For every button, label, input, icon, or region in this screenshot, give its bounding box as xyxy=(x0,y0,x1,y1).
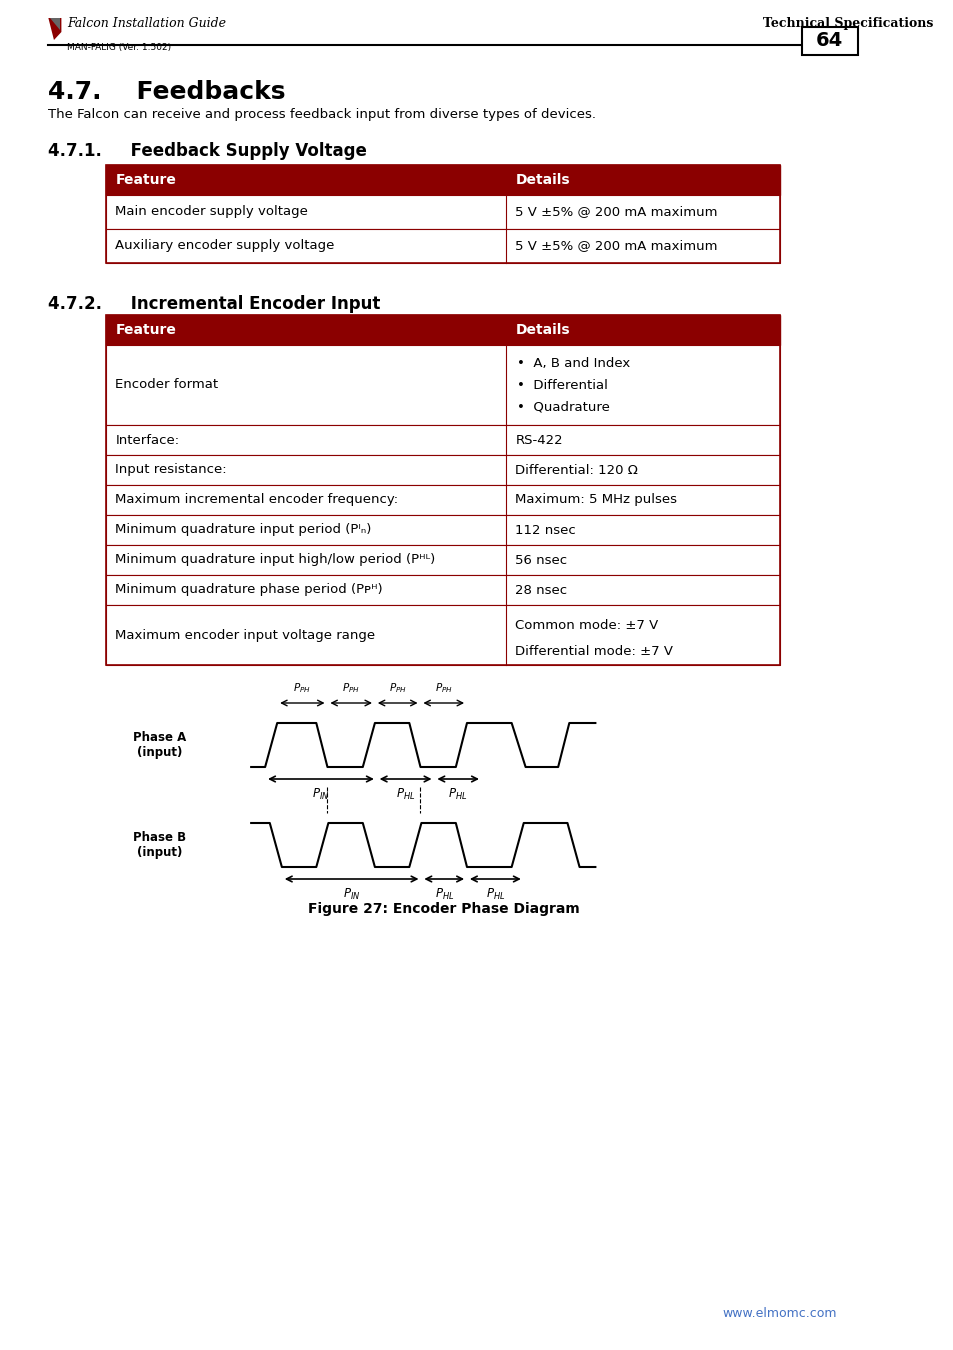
Text: 4.7.2.     Incremental Encoder Input: 4.7.2. Incremental Encoder Input xyxy=(49,296,380,313)
Text: Maximum: 5 MHz pulses: Maximum: 5 MHz pulses xyxy=(515,494,677,506)
Text: $P_{PH}$: $P_{PH}$ xyxy=(342,682,359,695)
Bar xyxy=(106,315,779,666)
Text: RS-422: RS-422 xyxy=(515,433,562,447)
Text: $P_{HL}$: $P_{HL}$ xyxy=(395,787,415,802)
Text: 4.7.    Feedbacks: 4.7. Feedbacks xyxy=(49,80,286,104)
Text: $P_{PH}$: $P_{PH}$ xyxy=(435,682,453,695)
Text: Feature: Feature xyxy=(115,173,176,188)
Bar xyxy=(106,425,779,455)
Text: 5 V ±5% @ 200 mA maximum: 5 V ±5% @ 200 mA maximum xyxy=(515,205,717,219)
Text: Phase A
(input): Phase A (input) xyxy=(132,730,186,759)
Text: Common mode: ±7 V: Common mode: ±7 V xyxy=(515,620,658,632)
Bar xyxy=(106,575,779,605)
Polygon shape xyxy=(49,18,61,40)
Text: $P_{HL}$: $P_{HL}$ xyxy=(485,887,504,902)
Text: Differential mode: ±7 V: Differential mode: ±7 V xyxy=(515,645,673,657)
Text: Figure 27: Encoder Phase Diagram: Figure 27: Encoder Phase Diagram xyxy=(308,902,579,917)
Text: MAN-FALIG (Ver. 1.502): MAN-FALIG (Ver. 1.502) xyxy=(67,43,171,53)
Text: Minimum quadrature input high/low period (Pᴴᴸ): Minimum quadrature input high/low period… xyxy=(115,554,436,567)
Bar xyxy=(106,230,779,263)
Bar xyxy=(106,605,779,666)
Text: 112 nsec: 112 nsec xyxy=(515,524,576,536)
Text: Maximum encoder input voltage range: Maximum encoder input voltage range xyxy=(115,629,375,641)
Text: 56 nsec: 56 nsec xyxy=(515,554,567,567)
Text: $P_{IN}$: $P_{IN}$ xyxy=(342,887,360,902)
Text: 4.7.1.     Feedback Supply Voltage: 4.7.1. Feedback Supply Voltage xyxy=(49,142,367,161)
Bar xyxy=(106,455,779,485)
Text: The Falcon can receive and process feedback input from diverse types of devices.: The Falcon can receive and process feedb… xyxy=(49,108,596,122)
Bar xyxy=(106,165,779,194)
Bar xyxy=(801,27,857,55)
Text: Input resistance:: Input resistance: xyxy=(115,463,227,477)
Text: Maximum incremental encoder frequency:: Maximum incremental encoder frequency: xyxy=(115,494,398,506)
Bar xyxy=(106,485,779,514)
Bar xyxy=(106,514,779,545)
Text: Details: Details xyxy=(515,173,569,188)
Text: Encoder format: Encoder format xyxy=(115,378,218,392)
Bar xyxy=(106,315,779,346)
Text: $P_{PH}$: $P_{PH}$ xyxy=(388,682,406,695)
Text: •  Quadrature: • Quadrature xyxy=(517,401,610,414)
Text: 5 V ±5% @ 200 mA maximum: 5 V ±5% @ 200 mA maximum xyxy=(515,239,717,252)
Bar xyxy=(106,194,779,230)
Text: $P_{IN}$: $P_{IN}$ xyxy=(312,787,330,802)
Text: 28 nsec: 28 nsec xyxy=(515,583,567,597)
Text: $P_{PH}$: $P_{PH}$ xyxy=(294,682,311,695)
Text: Differential: 120 Ω: Differential: 120 Ω xyxy=(515,463,638,477)
Text: $P_{HL}$: $P_{HL}$ xyxy=(434,887,454,902)
Text: 64: 64 xyxy=(816,31,842,50)
Bar xyxy=(106,545,779,575)
Bar xyxy=(106,165,779,263)
Text: Auxiliary encoder supply voltage: Auxiliary encoder supply voltage xyxy=(115,239,335,252)
Text: •  Differential: • Differential xyxy=(517,379,607,391)
Text: $P_{HL}$: $P_{HL}$ xyxy=(448,787,467,802)
Text: Details: Details xyxy=(515,323,569,338)
Text: •  A, B and Index: • A, B and Index xyxy=(517,356,630,370)
Text: Technical Specifications: Technical Specifications xyxy=(762,18,932,30)
Text: www.elmomc.com: www.elmomc.com xyxy=(722,1307,837,1320)
Text: Phase B
(input): Phase B (input) xyxy=(132,832,186,859)
Text: Feature: Feature xyxy=(115,323,176,338)
Text: Main encoder supply voltage: Main encoder supply voltage xyxy=(115,205,308,219)
Polygon shape xyxy=(51,18,59,30)
Text: Minimum quadrature phase period (Pᴘᴴ): Minimum quadrature phase period (Pᴘᴴ) xyxy=(115,583,382,597)
Text: Falcon Installation Guide: Falcon Installation Guide xyxy=(67,18,226,30)
Bar xyxy=(106,346,779,425)
Text: Minimum quadrature input period (Pᴵₙ): Minimum quadrature input period (Pᴵₙ) xyxy=(115,524,372,536)
Text: Interface:: Interface: xyxy=(115,433,179,447)
